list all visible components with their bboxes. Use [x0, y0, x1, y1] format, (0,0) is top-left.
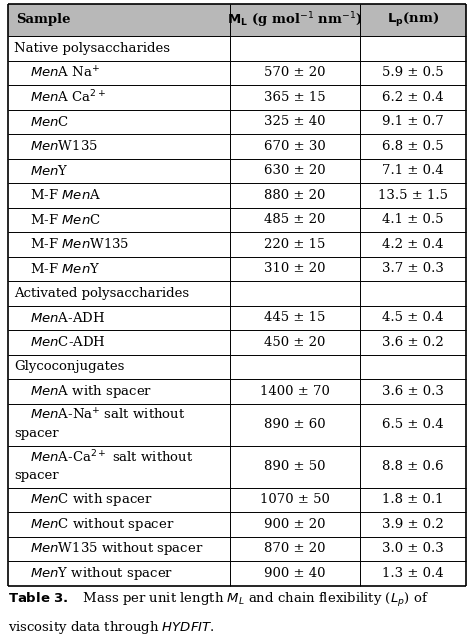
Text: 365 ± 15: 365 ± 15 — [264, 91, 326, 104]
Text: 3.6 ± 0.3: 3.6 ± 0.3 — [382, 385, 444, 397]
Text: 1070 ± 50: 1070 ± 50 — [260, 493, 330, 506]
Text: 3.9 ± 0.2: 3.9 ± 0.2 — [382, 518, 444, 531]
Text: 1400 ± 70: 1400 ± 70 — [260, 385, 330, 397]
Text: 450 ± 20: 450 ± 20 — [264, 335, 326, 349]
Text: 13.5 ± 1.5: 13.5 ± 1.5 — [378, 189, 448, 202]
Text: 570 ± 20: 570 ± 20 — [264, 66, 326, 79]
Text: $\mathit{Men}$A-Ca$^{2+}$ salt without: $\mathit{Men}$A-Ca$^{2+}$ salt without — [30, 449, 193, 466]
Text: 900 ± 40: 900 ± 40 — [264, 567, 326, 580]
Text: 1.3 ± 0.4: 1.3 ± 0.4 — [382, 567, 444, 580]
Text: 3.7 ± 0.3: 3.7 ± 0.3 — [382, 262, 444, 275]
Text: 220 ± 15: 220 ± 15 — [264, 238, 326, 250]
Text: spacer: spacer — [14, 427, 59, 440]
Text: 6.5 ± 0.4: 6.5 ± 0.4 — [382, 418, 444, 431]
Text: $\mathbf{M_L}$ (g mol$^{-1}$ nm$^{-1}$): $\mathbf{M_L}$ (g mol$^{-1}$ nm$^{-1}$) — [227, 10, 363, 30]
Text: $\mathit{Men}$A with spacer: $\mathit{Men}$A with spacer — [30, 383, 152, 400]
Text: 485 ± 20: 485 ± 20 — [264, 213, 326, 226]
Text: 4.1 ± 0.5: 4.1 ± 0.5 — [382, 213, 444, 226]
Text: $\mathit{Men}$C: $\mathit{Men}$C — [30, 115, 69, 128]
Text: $\mathit{Men}$Y: $\mathit{Men}$Y — [30, 164, 69, 178]
Text: 1.8 ± 0.1: 1.8 ± 0.1 — [382, 493, 444, 506]
Bar — [8, 4, 466, 36]
Text: $\mathit{Men}$A-ADH: $\mathit{Men}$A-ADH — [30, 311, 105, 325]
Text: $\mathit{Men}$C with spacer: $\mathit{Men}$C with spacer — [30, 491, 153, 508]
Text: 5.9 ± 0.5: 5.9 ± 0.5 — [382, 66, 444, 79]
Text: $\bf{Table\ 3.}$   Mass per unit length $\mathit{M}_\mathit{L}$ and chain flexib: $\bf{Table\ 3.}$ Mass per unit length $\… — [8, 590, 429, 608]
Text: 6.2 ± 0.4: 6.2 ± 0.4 — [382, 91, 444, 104]
Text: M-F $\mathit{Men}$W135: M-F $\mathit{Men}$W135 — [30, 237, 129, 251]
Text: 880 ± 20: 880 ± 20 — [264, 189, 326, 202]
Text: 670 ± 30: 670 ± 30 — [264, 140, 326, 153]
Text: 7.1 ± 0.4: 7.1 ± 0.4 — [382, 164, 444, 177]
Text: $\mathit{Men}$W135 without spacer: $\mathit{Men}$W135 without spacer — [30, 540, 203, 557]
Text: M-F $\mathit{Men}$Y: M-F $\mathit{Men}$Y — [30, 262, 100, 276]
Text: $\mathit{Men}$C without spacer: $\mathit{Men}$C without spacer — [30, 516, 174, 533]
Text: 890 ± 50: 890 ± 50 — [264, 460, 326, 473]
Text: $\mathit{Men}$C-ADH: $\mathit{Men}$C-ADH — [30, 335, 106, 350]
Text: M-F $\mathit{Men}$A: M-F $\mathit{Men}$A — [30, 189, 101, 203]
Text: 4.5 ± 0.4: 4.5 ± 0.4 — [382, 311, 444, 324]
Text: 9.1 ± 0.7: 9.1 ± 0.7 — [382, 115, 444, 128]
Text: $\mathit{Men}$A-Na$^{+}$ salt without: $\mathit{Men}$A-Na$^{+}$ salt without — [30, 408, 185, 423]
Text: 870 ± 20: 870 ± 20 — [264, 543, 326, 555]
Text: $\mathbf{L_p}$(nm): $\mathbf{L_p}$(nm) — [387, 11, 439, 29]
Text: M-F $\mathit{Men}$C: M-F $\mathit{Men}$C — [30, 213, 101, 227]
Text: $\mathit{Men}$A Ca$^{2+}$: $\mathit{Men}$A Ca$^{2+}$ — [30, 89, 106, 105]
Text: 310 ± 20: 310 ± 20 — [264, 262, 326, 275]
Text: 630 ± 20: 630 ± 20 — [264, 164, 326, 177]
Text: $\mathit{Men}$A Na$^{+}$: $\mathit{Men}$A Na$^{+}$ — [30, 65, 100, 81]
Text: 900 ± 20: 900 ± 20 — [264, 518, 326, 531]
Text: 3.6 ± 0.2: 3.6 ± 0.2 — [382, 335, 444, 349]
Text: 3.0 ± 0.3: 3.0 ± 0.3 — [382, 543, 444, 555]
Text: 445 ± 15: 445 ± 15 — [264, 311, 326, 324]
Text: 8.8 ± 0.6: 8.8 ± 0.6 — [382, 460, 444, 473]
Text: Sample: Sample — [16, 13, 71, 26]
Text: viscosity data through $\mathit{HYDFIT}$.: viscosity data through $\mathit{HYDFIT}$… — [8, 619, 215, 636]
Text: 6.8 ± 0.5: 6.8 ± 0.5 — [382, 140, 444, 153]
Text: Glycoconjugates: Glycoconjugates — [14, 360, 124, 373]
Text: spacer: spacer — [14, 469, 59, 482]
Text: Activated polysaccharides: Activated polysaccharides — [14, 287, 189, 300]
Text: 890 ± 60: 890 ± 60 — [264, 418, 326, 431]
Text: 4.2 ± 0.4: 4.2 ± 0.4 — [382, 238, 444, 250]
Text: $\mathit{Men}$Y without spacer: $\mathit{Men}$Y without spacer — [30, 565, 173, 581]
Text: 325 ± 40: 325 ± 40 — [264, 115, 326, 128]
Text: $\mathit{Men}$W135: $\mathit{Men}$W135 — [30, 139, 98, 153]
Text: Native polysaccharides: Native polysaccharides — [14, 42, 170, 55]
